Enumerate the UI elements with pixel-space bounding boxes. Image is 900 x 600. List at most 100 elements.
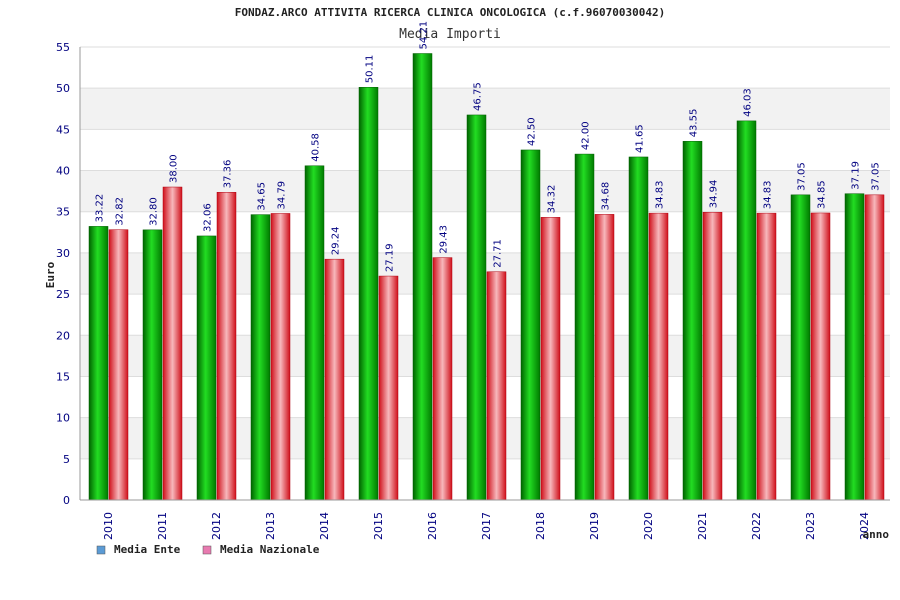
bar-media-ente xyxy=(250,214,271,501)
x-tick-label: 2015 xyxy=(372,512,385,540)
data-label: 27.19 xyxy=(385,243,396,272)
x-tick-label: 2010 xyxy=(102,512,115,540)
data-label: 27.71 xyxy=(493,239,504,268)
x-tick-label: 2024 xyxy=(858,512,871,540)
y-tick-label: 25 xyxy=(56,288,70,301)
chart-title: FONDAZ.ARCO ATTIVITA RICERCA CLINICA ONC… xyxy=(235,6,665,19)
data-label: 34.32 xyxy=(547,185,558,214)
data-label: 37.19 xyxy=(851,161,862,190)
plot-band xyxy=(80,47,890,89)
bar-media-ente xyxy=(736,120,757,501)
legend-label-media-ente: Media Ente xyxy=(114,543,181,556)
x-tick-label: 2014 xyxy=(318,512,331,540)
data-label: 46.03 xyxy=(743,88,754,117)
y-tick-label: 55 xyxy=(56,41,70,54)
bar-media-nazionale xyxy=(864,194,885,501)
x-tick-label: 2012 xyxy=(210,512,223,540)
x-tick-label: 2017 xyxy=(480,512,493,540)
data-label: 42.00 xyxy=(581,121,592,150)
y-tick-label: 10 xyxy=(56,412,70,425)
data-label: 34.83 xyxy=(763,180,774,209)
data-label: 37.05 xyxy=(797,162,808,191)
data-label: 54.21 xyxy=(419,21,430,50)
bar-media-nazionale xyxy=(324,258,345,501)
legend: Media Ente Media Nazionale xyxy=(96,543,320,556)
data-label: 32.80 xyxy=(149,197,160,226)
data-label: 33.22 xyxy=(95,194,106,223)
bar-media-nazionale xyxy=(378,275,399,501)
bar-media-ente xyxy=(574,153,595,501)
data-label: 40.58 xyxy=(311,133,322,162)
y-tick-label: 15 xyxy=(56,370,70,383)
data-label: 34.83 xyxy=(655,180,666,209)
bar-media-ente xyxy=(466,114,487,501)
bar-media-nazionale xyxy=(108,229,129,501)
data-label: 34.85 xyxy=(817,180,828,209)
x-tick-label: 2019 xyxy=(588,512,601,540)
bar-media-nazionale xyxy=(162,186,183,501)
y-tick-label: 20 xyxy=(56,329,70,342)
bar-media-ente xyxy=(412,53,433,501)
x-tick-label: 2013 xyxy=(264,512,277,540)
bar-media-nazionale xyxy=(756,212,777,501)
chart-subtitle: Media Importi xyxy=(399,27,501,42)
data-label: 46.75 xyxy=(473,82,484,111)
data-label: 29.43 xyxy=(439,225,450,254)
data-label: 34.65 xyxy=(257,182,268,211)
bar-media-ente xyxy=(142,229,163,501)
data-label: 37.05 xyxy=(871,162,882,191)
bar-labels: 33.22 32.82 32.80 38.00 32.06 37.36 34.65 34.79… xyxy=(95,21,882,272)
data-label: 50.11 xyxy=(365,55,376,84)
bar-media-ente xyxy=(520,149,541,501)
y-tick-label: 40 xyxy=(56,165,70,178)
y-axis-label: Euro xyxy=(44,261,57,288)
y-tick-label: 35 xyxy=(56,206,70,219)
bar-media-nazionale xyxy=(216,192,237,501)
legend-label-media-nazionale: Media Nazionale xyxy=(220,543,320,556)
legend-swatch-media-ente xyxy=(96,545,106,555)
y-tick-label: 50 xyxy=(56,82,70,95)
data-label: 34.94 xyxy=(709,180,720,209)
data-label: 32.82 xyxy=(115,197,126,226)
bar-media-nazionale xyxy=(432,257,453,501)
data-label: 29.24 xyxy=(331,227,342,256)
x-tick-label: 2011 xyxy=(156,512,169,540)
legend-swatch-media-nazionale xyxy=(202,545,212,555)
bar-media-ente xyxy=(844,193,865,501)
bar-media-nazionale xyxy=(810,212,831,501)
data-label: 34.79 xyxy=(277,181,288,210)
bar-media-ente xyxy=(88,226,109,501)
bar-media-ente xyxy=(682,141,703,501)
bar-media-ente xyxy=(196,235,217,501)
bar-media-nazionale xyxy=(486,271,507,501)
x-tick-label: 2022 xyxy=(750,512,763,540)
bar-media-nazionale xyxy=(594,214,615,501)
y-axis-ticks: 0 5 10 15 20 25 30 35 40 45 50 55 xyxy=(56,41,70,507)
bar-media-nazionale xyxy=(648,212,669,501)
bar-media-ente xyxy=(358,87,379,501)
x-axis-ticks: 2010 2011 2012 2013 2014 2015 2016 2017 2018 2019… xyxy=(102,512,871,540)
y-tick-label: 0 xyxy=(63,494,70,507)
data-label: 37.36 xyxy=(223,160,234,189)
y-tick-label: 30 xyxy=(56,247,70,260)
y-tick-label: 45 xyxy=(56,123,70,136)
bar-media-nazionale xyxy=(270,213,291,501)
bar-media-nazionale xyxy=(540,217,561,501)
data-label: 32.06 xyxy=(203,203,214,232)
bar-media-ente xyxy=(790,194,811,501)
y-tick-label: 5 xyxy=(63,453,70,466)
data-label: 42.50 xyxy=(527,117,538,146)
bar-media-nazionale xyxy=(702,211,723,501)
x-tick-label: 2020 xyxy=(642,512,655,540)
bars xyxy=(88,53,885,501)
data-label: 38.00 xyxy=(169,154,180,183)
x-tick-label: 2021 xyxy=(696,512,709,540)
bar-media-ente xyxy=(304,165,325,501)
x-tick-label: 2018 xyxy=(534,512,547,540)
x-axis-label: anno xyxy=(863,528,890,541)
x-tick-label: 2016 xyxy=(426,512,439,540)
data-label: 41.65 xyxy=(635,124,646,153)
data-label: 43.55 xyxy=(689,109,700,138)
data-label: 34.68 xyxy=(601,182,612,211)
